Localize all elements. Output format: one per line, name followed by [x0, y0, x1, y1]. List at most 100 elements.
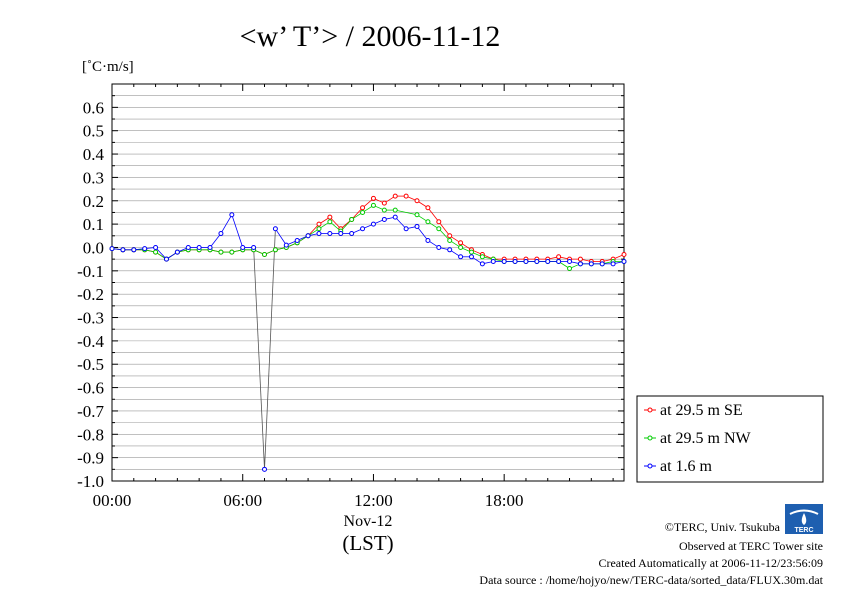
data-point — [458, 244, 464, 250]
legend-item: at 1.6 m — [644, 458, 713, 475]
data-point — [403, 193, 409, 199]
data-point — [436, 244, 442, 250]
series-segment — [275, 228, 287, 246]
terc-logo: TERC — [785, 504, 823, 534]
data-point — [447, 247, 453, 253]
data-point — [392, 214, 398, 220]
data-point — [577, 261, 583, 267]
x-tick-label: 12:00 — [354, 491, 393, 510]
data-point — [316, 230, 322, 236]
copyright-text: ©TERC, Univ. Tsukuba — [665, 520, 781, 534]
data-point — [370, 202, 376, 208]
series-segment — [416, 226, 429, 241]
data-point — [447, 237, 453, 243]
x-date-label: Nov-12 — [344, 513, 393, 530]
legend-item: at 29.5 m NW — [644, 430, 752, 447]
legend: at 29.5 m SE at 29.5 m NW at 1.6 m — [636, 395, 824, 483]
data-point — [458, 240, 464, 246]
series-segment — [253, 247, 265, 470]
data-point — [479, 254, 485, 260]
y-tick-label: -0.5 — [77, 355, 104, 374]
data-point — [294, 237, 300, 243]
x-axis-label: (LST) — [342, 531, 393, 555]
data-point — [468, 254, 474, 260]
data-point — [109, 246, 115, 252]
data-point — [392, 207, 398, 213]
data-point — [588, 261, 594, 267]
y-tick-label: 0.4 — [83, 145, 105, 164]
data-point — [272, 226, 278, 232]
y-tick-label: 0.1 — [83, 215, 104, 234]
data-point — [327, 219, 333, 225]
data-point — [360, 209, 366, 215]
chart-title: <w’ T’> / 2006-11-12 — [240, 20, 501, 53]
series-at-29-5-m-se — [109, 193, 627, 264]
data-point — [131, 247, 137, 253]
data-point — [458, 254, 464, 260]
x-axis: 00:00 06:00 12:00 18:00 — [93, 84, 614, 510]
data-point — [153, 244, 159, 250]
series-segment — [394, 216, 407, 230]
data-point — [218, 249, 224, 255]
y-tick-label: -0.3 — [77, 309, 104, 328]
data-point — [229, 249, 235, 255]
data-point — [414, 198, 420, 204]
data-point — [425, 219, 431, 225]
data-point — [501, 258, 507, 264]
legend-item: at 29.5 m SE — [644, 402, 743, 419]
y-tick-label: -0.1 — [77, 262, 104, 281]
grid — [112, 95, 624, 470]
y-tick-label: 0.3 — [83, 168, 104, 187]
data-point — [381, 207, 387, 213]
legend-marker — [647, 463, 653, 469]
data-point — [316, 221, 322, 227]
data-point — [392, 193, 398, 199]
data-point — [272, 247, 278, 253]
data-point — [556, 254, 562, 260]
data-point — [360, 226, 366, 232]
data-point — [381, 216, 387, 222]
data-point — [425, 237, 431, 243]
data-point — [567, 258, 573, 264]
data-point — [381, 200, 387, 206]
series-segment — [209, 233, 222, 248]
outlier-connector — [253, 228, 276, 470]
data-point — [185, 244, 191, 250]
series-segment — [329, 216, 342, 230]
y-tick-label: 0.2 — [83, 192, 104, 211]
series-segment — [307, 223, 320, 237]
data-point — [120, 247, 126, 253]
data-point — [556, 258, 562, 264]
data-point — [360, 205, 366, 211]
data-point — [283, 242, 289, 248]
data-point — [251, 244, 257, 250]
data-point — [490, 258, 496, 264]
data-point — [479, 261, 485, 267]
data-point — [512, 258, 518, 264]
data-point — [599, 261, 605, 267]
series-segment — [340, 219, 352, 232]
y-axis-unit: [˚C·m/s] — [82, 59, 134, 75]
plot-frame — [111, 83, 625, 482]
data-point — [316, 226, 322, 232]
legend-label: at 29.5 m SE — [660, 402, 743, 419]
data-point — [262, 251, 268, 257]
series-layer — [109, 193, 627, 472]
y-tick-label: 0.5 — [83, 122, 104, 141]
data-point — [218, 230, 224, 236]
data-point — [436, 219, 442, 225]
data-point — [370, 221, 376, 227]
series-segment — [231, 214, 244, 248]
data-point — [240, 244, 246, 250]
x-tick-label: 00:00 — [93, 491, 132, 510]
series-segment — [438, 228, 450, 241]
legend-label: at 1.6 m — [660, 458, 713, 475]
series-segment — [395, 209, 418, 216]
data-point — [370, 195, 376, 201]
y-axis: 0.6 0.5 0.4 0.3 0.2 0.1 0.0 -0.1 -0.2 -0.3 -0.4 -0.… — [77, 95, 624, 491]
data-point — [262, 466, 268, 472]
data-point — [153, 249, 159, 255]
data-point — [327, 214, 333, 220]
data-point — [414, 212, 420, 218]
data-point — [163, 256, 169, 262]
